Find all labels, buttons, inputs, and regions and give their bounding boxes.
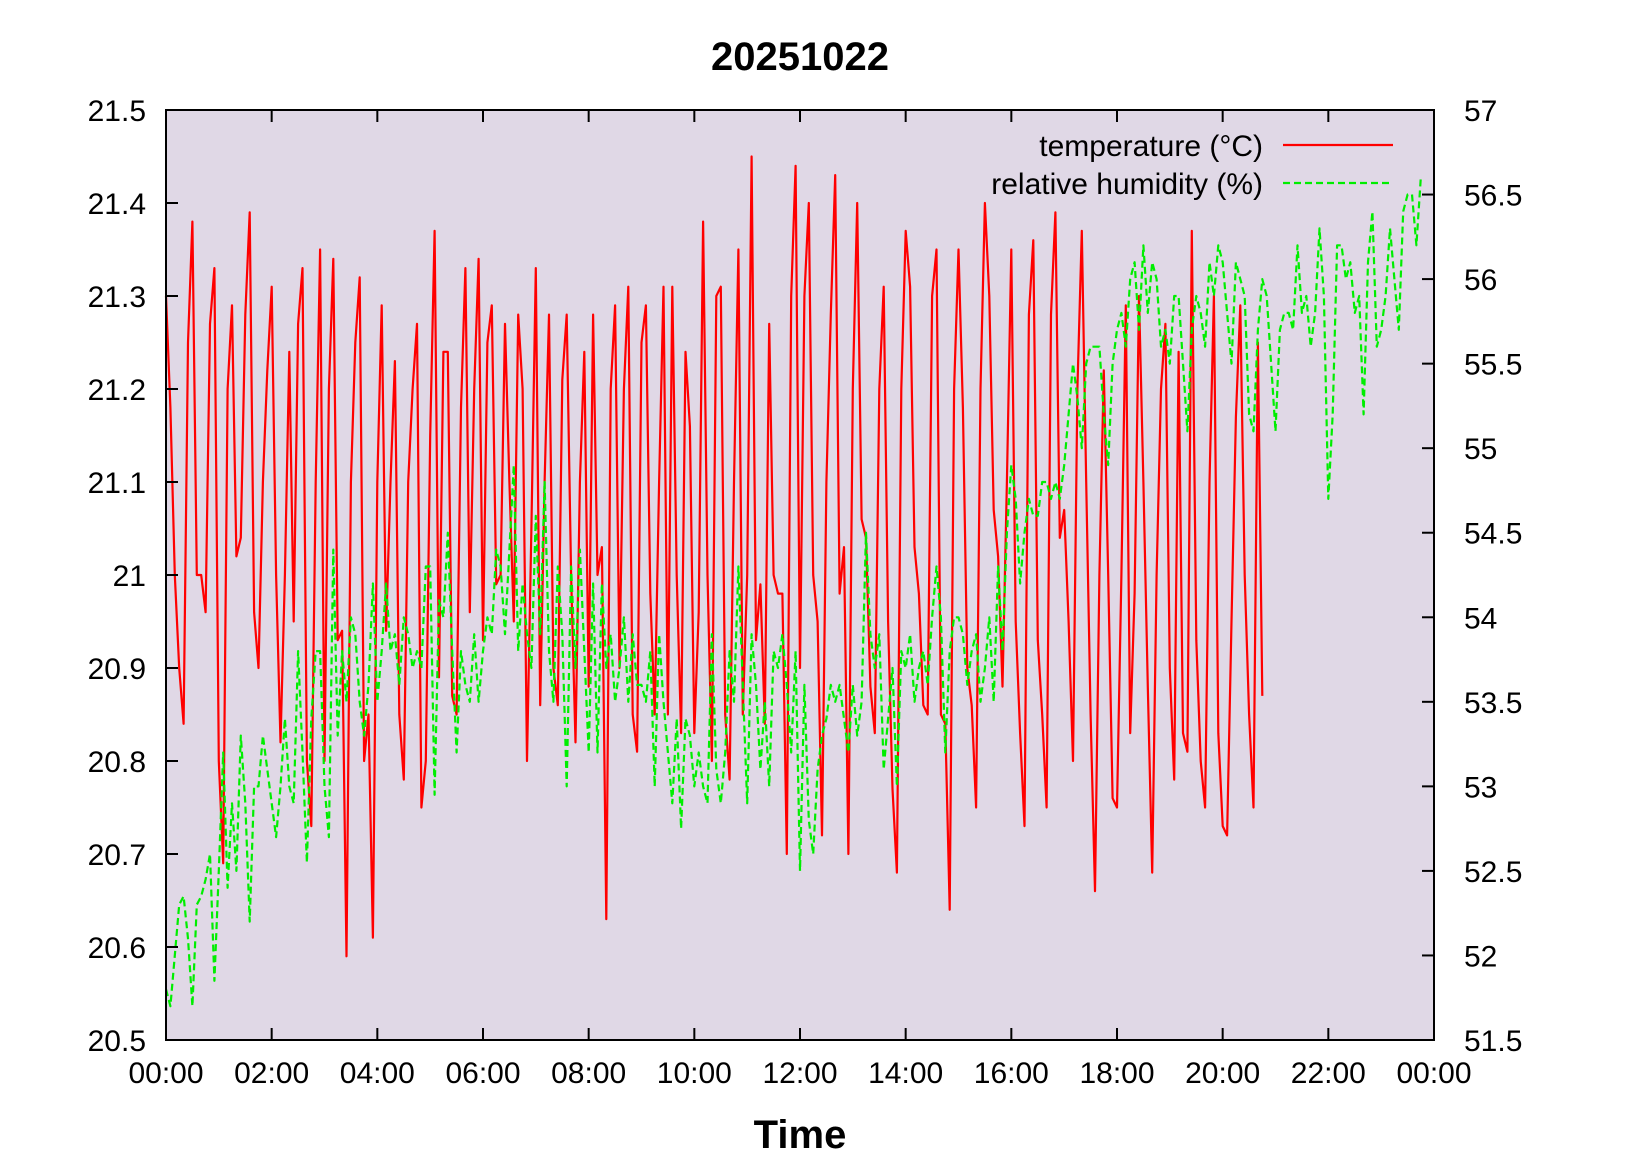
x-tick-label: 20:00 — [1185, 1057, 1260, 1090]
ticks-layer: 00:00 02:00 04:00 06:00 08:00 10:00 12:00 14:00… — [88, 95, 1523, 1090]
chart-title: 20251022 — [711, 35, 889, 79]
y2-tick-label: 54.5 — [1464, 518, 1522, 551]
legend-label: temperature (°C) — [1039, 130, 1263, 163]
x-axis-label: Time — [754, 1113, 847, 1155]
x-tick-label: 06:00 — [445, 1057, 520, 1090]
x-tick-label: 00:00 — [1396, 1057, 1471, 1090]
x-tick-label: 12:00 — [762, 1057, 837, 1090]
x-tick-label: 02:00 — [234, 1057, 309, 1090]
y2-tick-label: 56.5 — [1464, 180, 1522, 213]
y2-tick-label: 52.5 — [1464, 856, 1522, 889]
x-tick-label: 22:00 — [1291, 1057, 1366, 1090]
y-tick-label: 21.1 — [88, 467, 146, 500]
y2-tick-label: 55 — [1464, 433, 1497, 466]
legend-label: relative humidity (%) — [991, 168, 1263, 201]
series-line-humidity — [164, 177, 1422, 1008]
y-tick-label: 21.3 — [88, 281, 146, 314]
x-tick-label: 10:00 — [657, 1057, 732, 1090]
y-tick-label: 21.5 — [88, 95, 146, 128]
y-tick-label: 20.8 — [88, 746, 146, 779]
y-tick-label: 20.5 — [88, 1025, 146, 1058]
x-tick-label: 16:00 — [974, 1057, 1049, 1090]
y2-tick-label: 56 — [1464, 264, 1497, 297]
y-tick-label: 20.6 — [88, 932, 146, 965]
y-tick-label: 20.7 — [88, 839, 146, 872]
series-line-temperature — [164, 155, 1264, 958]
legend: temperature (°C) relative humidity (%) — [991, 130, 1393, 201]
y2-tick-label: 52 — [1464, 940, 1497, 973]
y2-tick-label: 53.5 — [1464, 687, 1522, 720]
y-tick-label: 21 — [113, 560, 146, 593]
y2-tick-label: 55.5 — [1464, 349, 1522, 382]
y2-tick-label: 51.5 — [1464, 1025, 1522, 1058]
y-tick-label: 21.4 — [88, 188, 146, 221]
y-tick-label: 20.9 — [88, 653, 146, 686]
x-tick-label: 18:00 — [1079, 1057, 1154, 1090]
x-tick-label: 14:00 — [868, 1057, 943, 1090]
series-layer — [164, 155, 1422, 1008]
y2-tick-label: 57 — [1464, 95, 1497, 128]
y2-tick-label: 53 — [1464, 771, 1497, 804]
x-tick-label: 00:00 — [128, 1057, 203, 1090]
x-tick-label: 08:00 — [551, 1057, 626, 1090]
y-tick-label: 21.2 — [88, 374, 146, 407]
y2-tick-label: 54 — [1464, 602, 1497, 635]
x-tick-label: 04:00 — [340, 1057, 415, 1090]
